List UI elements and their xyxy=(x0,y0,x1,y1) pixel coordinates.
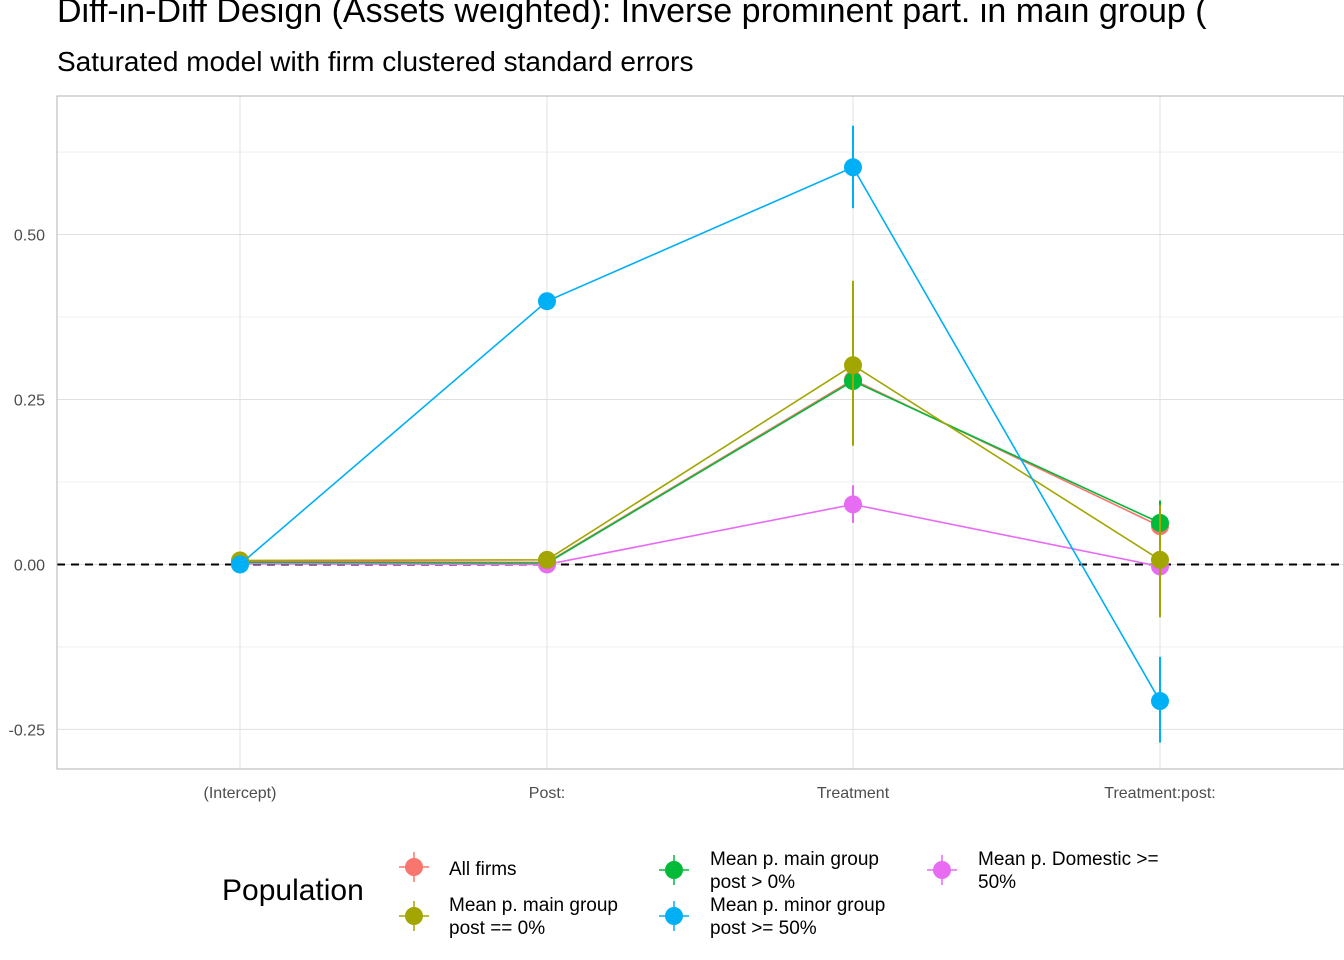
series-line xyxy=(239,503,1161,568)
series-line xyxy=(239,380,1161,564)
legend-title: Population xyxy=(222,874,364,907)
x-tick-label: (Intercept) xyxy=(204,785,277,802)
legend-key-icon xyxy=(659,901,689,931)
grid-lines xyxy=(57,96,1344,769)
legend-key-icon xyxy=(399,852,429,882)
legend-label-line1: Mean p. main group xyxy=(449,895,618,916)
legend-label-line2: 50% xyxy=(978,872,1017,893)
legend: Population All firms Mean p. main group … xyxy=(222,842,1222,952)
data-point xyxy=(844,158,862,177)
data-point xyxy=(1151,692,1169,711)
series-group xyxy=(231,346,1169,573)
x-tick-label: Post: xyxy=(529,785,565,802)
x-tick-label: Treatment:post: xyxy=(1104,785,1215,802)
legend-label-line1: Mean p. Domestic >= xyxy=(978,849,1159,870)
series-line xyxy=(239,378,1161,564)
series-line xyxy=(239,166,1161,702)
data-point xyxy=(844,356,862,375)
y-tick-label: -0.25 xyxy=(9,722,46,739)
series-group xyxy=(231,280,1169,618)
chart-subtitle: Saturated model with firm clustered stan… xyxy=(57,46,694,77)
chart-svg: -0.25 0.00 0.25 0.50 (Intercept) Post: Treatme… xyxy=(9,95,1344,802)
data-point xyxy=(231,555,249,574)
panel-border xyxy=(56,95,1344,770)
series-group xyxy=(231,346,1169,572)
data-point xyxy=(538,550,556,569)
legend-key-icon xyxy=(399,901,429,931)
x-tick-label: Treatment xyxy=(817,785,890,802)
y-tick-label: 0.00 xyxy=(14,557,45,574)
legend-label-line2: post > 0% xyxy=(710,872,796,893)
legend-label-line1: Mean p. main group xyxy=(710,849,879,870)
legend-key-icon xyxy=(927,855,957,885)
series-group xyxy=(231,125,1169,743)
data-point xyxy=(538,292,556,311)
series-group xyxy=(231,485,1169,585)
series-layer xyxy=(231,125,1169,743)
data-point xyxy=(844,495,862,514)
legend-label-line1: Mean p. minor group xyxy=(710,895,886,916)
legend-label-line1: All firms xyxy=(449,859,517,880)
data-point xyxy=(1151,550,1169,569)
series-line xyxy=(239,364,1161,562)
legend-label-line2: post == 0% xyxy=(449,918,546,939)
axes: -0.25 0.00 0.25 0.50 (Intercept) Post: Treatme… xyxy=(9,95,1344,802)
legend-key-icon xyxy=(659,855,689,885)
legend-label-line2: post >= 50% xyxy=(710,918,817,939)
y-tick-label: 0.50 xyxy=(14,228,45,245)
y-tick-label: 0.25 xyxy=(14,393,45,410)
chart-title: Diff-in-Diff Design (Assets weighted): I… xyxy=(57,0,1207,30)
